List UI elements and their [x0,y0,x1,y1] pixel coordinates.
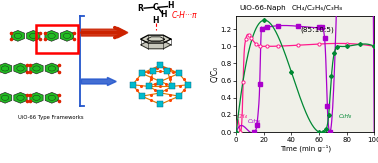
X-axis label: Time (min g⁻¹): Time (min g⁻¹) [280,145,331,152]
Text: C₂H₆: C₂H₆ [248,119,261,124]
Polygon shape [30,92,43,103]
Polygon shape [45,92,59,103]
Polygon shape [14,63,27,74]
Polygon shape [45,30,58,41]
Polygon shape [45,63,59,74]
Text: (85:10:5): (85:10:5) [301,26,335,33]
Text: C: C [153,3,158,12]
Text: H: H [167,1,174,10]
Polygon shape [0,63,12,74]
Polygon shape [11,30,25,41]
Text: CH₄/C₂H₆/C₃H₈: CH₄/C₂H₆/C₃H₈ [292,5,343,11]
Text: H: H [152,16,159,25]
Polygon shape [60,30,74,41]
Text: C₃H₈: C₃H₈ [339,114,352,119]
Y-axis label: C/C₀: C/C₀ [210,66,219,82]
Text: UiO-66 Type Frameworks: UiO-66 Type Frameworks [18,115,84,120]
Text: R: R [138,4,144,14]
Polygon shape [141,35,171,43]
Polygon shape [14,92,27,103]
Polygon shape [26,30,40,41]
Text: H: H [161,10,167,19]
FancyArrow shape [81,77,116,86]
Text: CH₄: CH₄ [237,114,248,119]
Text: C-H···π: C-H···π [172,11,198,20]
FancyArrow shape [81,27,128,38]
Polygon shape [0,92,12,103]
Text: UiO-66-Naph: UiO-66-Naph [239,5,285,11]
Polygon shape [30,63,43,74]
Polygon shape [141,41,171,49]
